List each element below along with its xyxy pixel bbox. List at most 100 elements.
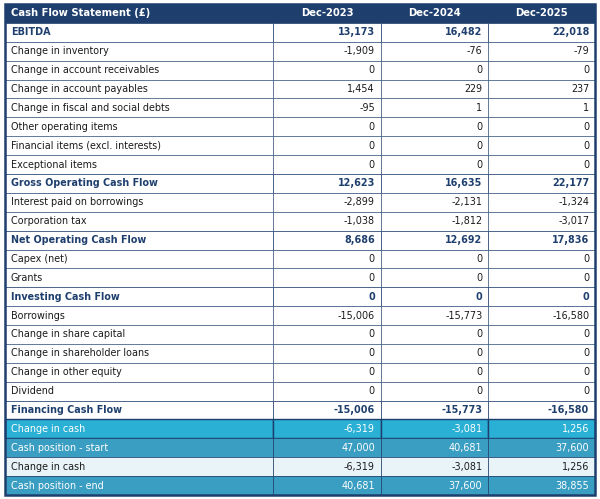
Text: 0: 0	[369, 122, 375, 132]
Text: -6,319: -6,319	[344, 462, 375, 472]
Bar	[488, 325, 595, 344]
Text: 0: 0	[476, 386, 482, 396]
Text: 40,681: 40,681	[341, 481, 375, 491]
Bar	[5, 382, 274, 401]
Bar	[488, 401, 595, 420]
Bar	[5, 268, 274, 287]
Bar	[381, 250, 488, 268]
Bar	[274, 268, 381, 287]
Text: Dec-2025: Dec-2025	[515, 8, 568, 18]
Text: -2,131: -2,131	[451, 197, 482, 207]
Text: Cash position - end: Cash position - end	[11, 481, 104, 491]
Bar	[381, 231, 488, 250]
Text: -3,081: -3,081	[451, 424, 482, 434]
Bar	[488, 420, 595, 438]
Text: EBITDA: EBITDA	[11, 27, 50, 37]
Bar	[274, 4, 381, 23]
Text: 0: 0	[476, 348, 482, 358]
Bar	[274, 155, 381, 174]
Text: 0: 0	[369, 141, 375, 151]
Text: -16,580: -16,580	[552, 310, 589, 320]
Bar	[381, 363, 488, 382]
Text: -95: -95	[359, 103, 375, 113]
Text: -15,773: -15,773	[445, 310, 482, 320]
Bar	[274, 420, 381, 438]
Bar	[381, 42, 488, 61]
Text: Change in cash: Change in cash	[11, 462, 85, 472]
Bar	[381, 401, 488, 420]
Text: -1,324: -1,324	[558, 197, 589, 207]
Bar	[488, 79, 595, 98]
Text: 0: 0	[476, 254, 482, 264]
Text: 0: 0	[369, 329, 375, 339]
Text: 0: 0	[583, 122, 589, 132]
Text: 12,692: 12,692	[445, 235, 482, 245]
Bar	[381, 174, 488, 193]
Text: -16,580: -16,580	[548, 405, 589, 415]
Text: Investing Cash Flow: Investing Cash Flow	[11, 292, 119, 302]
Text: Interest paid on borrowings: Interest paid on borrowings	[11, 197, 143, 207]
Bar	[488, 4, 595, 23]
Bar	[5, 457, 274, 476]
Bar	[488, 231, 595, 250]
Bar	[381, 344, 488, 363]
Bar	[5, 193, 274, 212]
Bar	[274, 438, 381, 457]
Bar	[5, 476, 274, 495]
Text: Cash Flow Statement (£): Cash Flow Statement (£)	[11, 8, 150, 18]
Text: 37,600: 37,600	[556, 443, 589, 453]
Bar	[274, 136, 381, 155]
Text: 229: 229	[464, 84, 482, 94]
Bar	[381, 117, 488, 136]
Bar	[5, 306, 274, 325]
Bar	[274, 457, 381, 476]
Text: Capex (net): Capex (net)	[11, 254, 67, 264]
Bar	[274, 61, 381, 79]
Text: 0: 0	[583, 348, 589, 358]
Text: 40,681: 40,681	[449, 443, 482, 453]
Text: 0: 0	[476, 122, 482, 132]
Bar	[274, 476, 381, 495]
Bar	[274, 98, 381, 117]
Text: Cash position - start: Cash position - start	[11, 443, 108, 453]
Bar	[5, 98, 274, 117]
Bar	[5, 325, 274, 344]
Text: -76: -76	[467, 46, 482, 56]
Bar	[5, 42, 274, 61]
Text: 0: 0	[583, 329, 589, 339]
Text: Exceptional items: Exceptional items	[11, 160, 97, 170]
Text: Change in fiscal and social debts: Change in fiscal and social debts	[11, 103, 170, 113]
Text: 0: 0	[369, 254, 375, 264]
Text: 0: 0	[583, 273, 589, 283]
Bar	[5, 23, 274, 42]
Bar	[488, 42, 595, 61]
Bar	[5, 231, 274, 250]
Bar	[274, 174, 381, 193]
Text: 0: 0	[583, 254, 589, 264]
Bar	[274, 212, 381, 231]
Text: Change in inventory: Change in inventory	[11, 46, 109, 56]
Text: 0: 0	[583, 386, 589, 396]
Bar	[381, 287, 488, 306]
Text: Dec-2024: Dec-2024	[408, 8, 461, 18]
Text: -1,038: -1,038	[344, 216, 375, 226]
Bar	[381, 325, 488, 344]
Bar	[488, 287, 595, 306]
Bar	[274, 193, 381, 212]
Text: 0: 0	[476, 65, 482, 75]
Text: 0: 0	[369, 65, 375, 75]
Text: 0: 0	[583, 292, 589, 302]
Bar	[5, 363, 274, 382]
Text: 16,635: 16,635	[445, 179, 482, 189]
Text: 22,177: 22,177	[552, 179, 589, 189]
Bar	[488, 438, 595, 457]
Text: Corporation tax: Corporation tax	[11, 216, 86, 226]
Bar	[274, 325, 381, 344]
Bar	[274, 401, 381, 420]
Text: 1,454: 1,454	[347, 84, 375, 94]
Text: -3,081: -3,081	[451, 462, 482, 472]
Text: 0: 0	[476, 292, 482, 302]
Text: -6,319: -6,319	[344, 424, 375, 434]
Text: 0: 0	[476, 367, 482, 377]
Bar	[381, 476, 488, 495]
